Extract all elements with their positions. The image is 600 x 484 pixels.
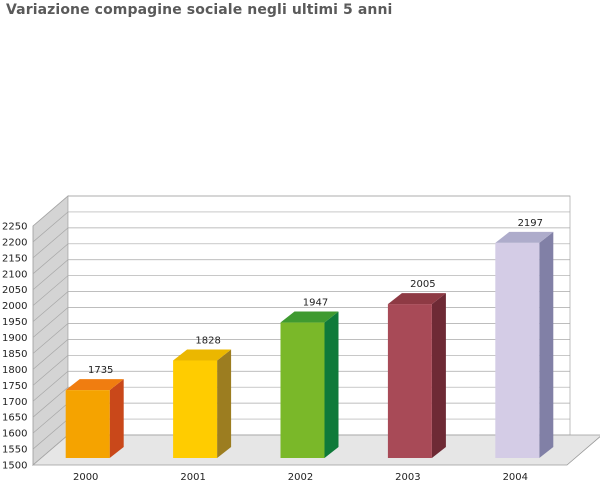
bar-side bbox=[217, 349, 232, 458]
bar-front bbox=[173, 360, 218, 458]
bar-2000: 1735 bbox=[65, 365, 124, 458]
bar-top bbox=[280, 311, 339, 323]
x-tick-label: 2003 bbox=[395, 472, 420, 483]
x-axis-ticks: 2000 2001 2002 2003 2004 bbox=[73, 472, 528, 483]
bar-top bbox=[495, 231, 554, 243]
bar-side bbox=[324, 311, 339, 458]
y-tick-label: 2150 bbox=[2, 253, 27, 264]
bars: 1735 1828 1947 2005 2197 bbox=[65, 218, 554, 458]
y-tick-label: 1950 bbox=[2, 317, 27, 328]
data-label: 1735 bbox=[88, 365, 113, 376]
bar-2003: 2005 bbox=[387, 279, 446, 458]
bar-top bbox=[387, 293, 446, 305]
bar-2002: 1947 bbox=[280, 298, 339, 458]
y-axis-ticks: 1500 1550 1600 1650 1700 1750 1800 1850 1900 1950… bbox=[2, 222, 27, 472]
x-tick-label: 2002 bbox=[288, 472, 313, 483]
bar-front bbox=[495, 242, 540, 458]
gridline bbox=[32, 275, 570, 306]
bar-top bbox=[173, 349, 232, 361]
x-tick-label: 2004 bbox=[503, 472, 528, 483]
bar-side bbox=[539, 231, 554, 458]
data-label: 1828 bbox=[195, 335, 220, 346]
x-tick-label: 2000 bbox=[73, 472, 98, 483]
bar-2004: 2197 bbox=[495, 218, 554, 458]
gridline bbox=[32, 211, 570, 243]
gridline bbox=[32, 227, 570, 259]
data-label: 2005 bbox=[410, 279, 435, 290]
bar-top bbox=[65, 379, 124, 391]
data-label: 2197 bbox=[518, 218, 543, 229]
bar-2001: 1828 bbox=[173, 335, 232, 458]
y-tick-label: 2100 bbox=[2, 269, 27, 280]
left-wall bbox=[32, 195, 69, 466]
y-tick-label: 2200 bbox=[2, 237, 27, 248]
y-tick-label: 1700 bbox=[2, 397, 27, 408]
bar-front bbox=[387, 304, 432, 458]
y-tick-label: 1600 bbox=[2, 429, 27, 440]
gridline bbox=[32, 243, 570, 275]
y-tick-label: 1550 bbox=[2, 445, 27, 456]
y-tick-label: 1500 bbox=[2, 461, 27, 472]
bar-side bbox=[109, 379, 124, 458]
y-tick-label: 1800 bbox=[2, 365, 27, 376]
y-tick-label: 1750 bbox=[2, 381, 27, 392]
y-tick-label: 1900 bbox=[2, 333, 27, 344]
bar-front bbox=[65, 390, 110, 458]
gridline bbox=[32, 291, 570, 322]
chart-title: Variazione compagine sociale negli ultim… bbox=[6, 2, 393, 18]
gridline bbox=[32, 259, 570, 290]
y-tick-label: 1650 bbox=[2, 413, 27, 424]
y-tick-label: 2000 bbox=[2, 301, 27, 312]
data-label: 1947 bbox=[303, 298, 328, 309]
y-tick-label: 2250 bbox=[2, 222, 27, 233]
y-tick-label: 2050 bbox=[2, 285, 27, 296]
x-tick-label: 2001 bbox=[180, 472, 205, 483]
y-tick-label: 1850 bbox=[2, 349, 27, 360]
bar-side bbox=[431, 293, 446, 458]
bar-front bbox=[280, 322, 325, 458]
gridline bbox=[32, 195, 570, 227]
